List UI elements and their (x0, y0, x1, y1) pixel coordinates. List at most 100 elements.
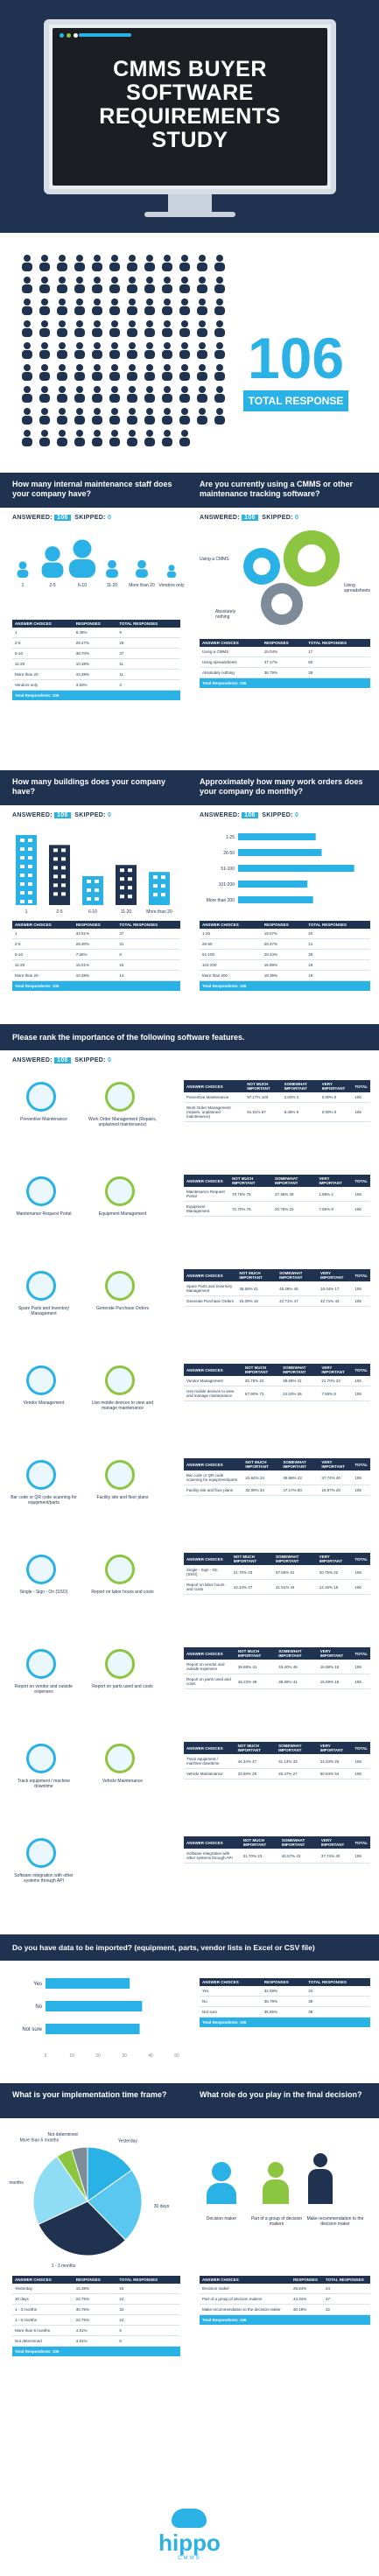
person-icon (39, 277, 50, 293)
column-header: TOTAL (352, 1742, 370, 1754)
person-icon (197, 277, 207, 293)
table-cell: 106 (352, 1187, 370, 1202)
skipped-label: SKIPPED: (262, 812, 293, 818)
table-cell: 14.15% 15 (316, 1579, 353, 1595)
person-icon (39, 408, 50, 425)
table-cell: 15.09% 16 (317, 1674, 353, 1689)
column-header: NOT MUCH IMPORTANT (235, 1647, 277, 1660)
table-cell: 20.75% 22 (242, 1376, 281, 1386)
window-shape (53, 866, 58, 870)
window-shape (87, 897, 91, 902)
table-cell: Generate Purchase Orders (184, 1295, 237, 1307)
q5-header: Please rank the importance of the follow… (0, 1024, 379, 1050)
table-cell: 21.70% 23 (240, 1849, 279, 1864)
person-icon (313, 2153, 327, 2167)
column-header: ANSWER CHOICES (12, 921, 74, 929)
q1-table: ANSWER CHOICES RESPONSES TOTAL RESPONSES 1 8… (12, 620, 180, 700)
column-header: ANSWER CHOICES (184, 1742, 235, 1754)
window-shape (153, 884, 158, 888)
bar (238, 865, 354, 872)
tick-label: 40 (148, 2053, 153, 2059)
column-header: NOT MUCH IMPORTANT (230, 1553, 274, 1565)
table-cell: Not sure (200, 2006, 262, 2018)
table-cell: 15.01% (73, 959, 117, 971)
person-icon (162, 277, 172, 293)
person-icon (197, 386, 207, 403)
person-icon (127, 255, 137, 271)
table-cell: 22.75% (73, 2293, 117, 2305)
skipped-label: SKIPPED: (74, 515, 106, 521)
table-cell: 106 (352, 1102, 370, 1122)
window-shape (61, 866, 66, 870)
total-respondents: Total Respondents: 106 (12, 980, 180, 991)
q5-answered: ANSWERED: 106 SKIPPED: 0 (12, 1057, 111, 1063)
building-icon (16, 835, 37, 905)
table-cell: 10.38% (73, 669, 117, 680)
column-header: TOTAL RESPONSES (305, 1978, 370, 1986)
window-shape (28, 900, 32, 903)
feature-icon (26, 1082, 56, 1112)
building-label: 2-5 (56, 909, 62, 915)
table-cell: 11 (116, 658, 180, 670)
person-icon (39, 298, 50, 315)
person-icon (127, 386, 137, 403)
table-cell: 106 (352, 1565, 370, 1580)
table-cell: 22.75% (73, 2314, 117, 2326)
feature-icon (105, 1365, 135, 1395)
person-icon (57, 386, 67, 403)
person-icon (144, 255, 155, 271)
table-row: 1-25 19.07% 20 (200, 929, 370, 939)
person-icon (74, 277, 85, 293)
person-icon (74, 255, 85, 271)
window-shape (20, 839, 25, 842)
skipped-count: 0 (107, 812, 112, 818)
table-row: Not determined 4.81% 5 (12, 2335, 180, 2347)
q5-title: Please rank the importance of the follow… (12, 1033, 245, 1042)
table-cell: 35.85% (261, 2006, 306, 2018)
person-icon (57, 364, 67, 381)
table-row: Software integration with other systems … (184, 1849, 370, 1864)
table-cell: Vehicle Maintenance (184, 1768, 235, 1779)
column-header: ANSWER CHOICES (184, 1553, 231, 1565)
table-cell: 4.81% (73, 2335, 117, 2347)
window-shape (20, 856, 25, 860)
table-cell: 26 (305, 949, 370, 960)
column-header: ANSWER CHOICES (184, 1458, 243, 1470)
table-cell: 14 (116, 970, 180, 981)
table-row: Absolutely nothing 36.79% 39 (200, 667, 370, 678)
table-cell: 39 (305, 1996, 370, 2007)
feature-icon (105, 1460, 135, 1490)
table-cell: Decision maker (200, 2284, 291, 2294)
table-cell: 0.00% 0 (319, 1102, 353, 1122)
table-cell: 18 (305, 959, 370, 971)
person-icon (92, 277, 102, 293)
person-icon (41, 546, 64, 578)
person-icon (127, 342, 137, 359)
person-icon (214, 320, 225, 337)
q8-label-group: Part of a group of decision makers (250, 2216, 303, 2227)
column-header: VERY IMPORTANT (318, 1269, 353, 1281)
total-respondents: Total Respondents: 106 (12, 2346, 180, 2356)
table-cell: Preventive Maintenance (184, 1092, 245, 1103)
table-cell: 1 (12, 628, 74, 638)
hippo-logo-icon (172, 2509, 207, 2528)
table-cell: 11-20 (12, 959, 74, 971)
column-header: TOTAL RESPONSES (116, 2276, 180, 2284)
person-icon (109, 277, 120, 293)
person-icon (109, 408, 120, 425)
window-dots (60, 33, 78, 38)
monitor-base (144, 212, 235, 217)
answered-count: 106 (242, 515, 258, 521)
table-row: Vendor Management 20.75% 22 38.68% 41 21.70… (184, 1376, 370, 1386)
person-icon (57, 408, 67, 425)
feature-icon (105, 1555, 135, 1584)
person-icon (22, 386, 32, 403)
feature-icon (26, 1838, 56, 1868)
window-shape (20, 900, 25, 903)
table-cell: 30.19% (291, 2304, 323, 2315)
table-row: 101-200 16.98% 18 (200, 959, 370, 971)
person-icon (144, 277, 155, 293)
table-cell: 106 (352, 1376, 370, 1386)
table-cell: 47.17% (261, 656, 306, 668)
window-shape (120, 886, 124, 890)
